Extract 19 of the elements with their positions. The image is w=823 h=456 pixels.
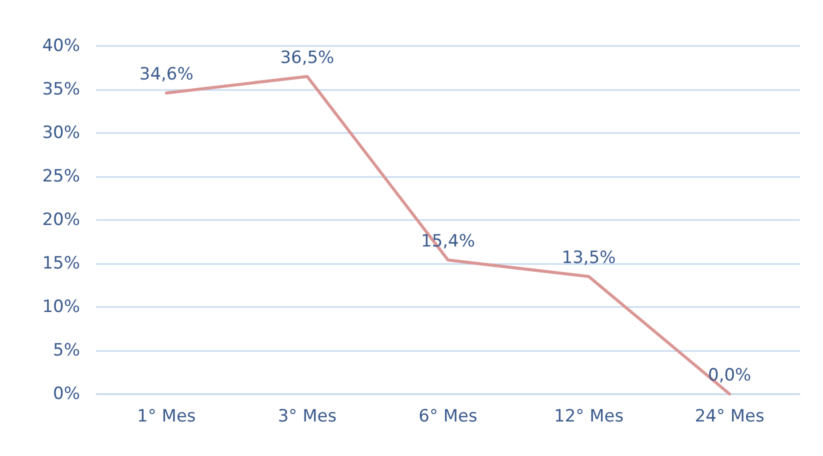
y-tick-label: 35% <box>42 80 80 100</box>
x-tick-label: 1° Mes <box>137 406 196 426</box>
y-tick-label: 25% <box>42 166 80 186</box>
y-tick-label: 15% <box>42 254 80 274</box>
y-tick-label: 5% <box>53 340 80 360</box>
data-label: 0,0% <box>708 366 752 386</box>
data-label: 34,6% <box>139 64 194 84</box>
x-tick-label: 24° Mes <box>694 406 764 426</box>
y-tick-label: 10% <box>42 297 80 317</box>
y-tick-label: 30% <box>42 123 80 143</box>
x-tick-label: 6° Mes <box>418 406 478 426</box>
y-tick-label: 40% <box>42 36 80 56</box>
data-label: 13,5% <box>562 248 616 268</box>
data-label: 36,5% <box>280 48 334 68</box>
data-label: 15,4% <box>420 232 476 252</box>
y-tick-label: 0% <box>53 384 80 404</box>
y-tick-label: 20% <box>42 210 80 230</box>
x-tick-label: 3° Mes <box>278 406 337 426</box>
x-tick-label: 12° Mes <box>554 406 624 426</box>
